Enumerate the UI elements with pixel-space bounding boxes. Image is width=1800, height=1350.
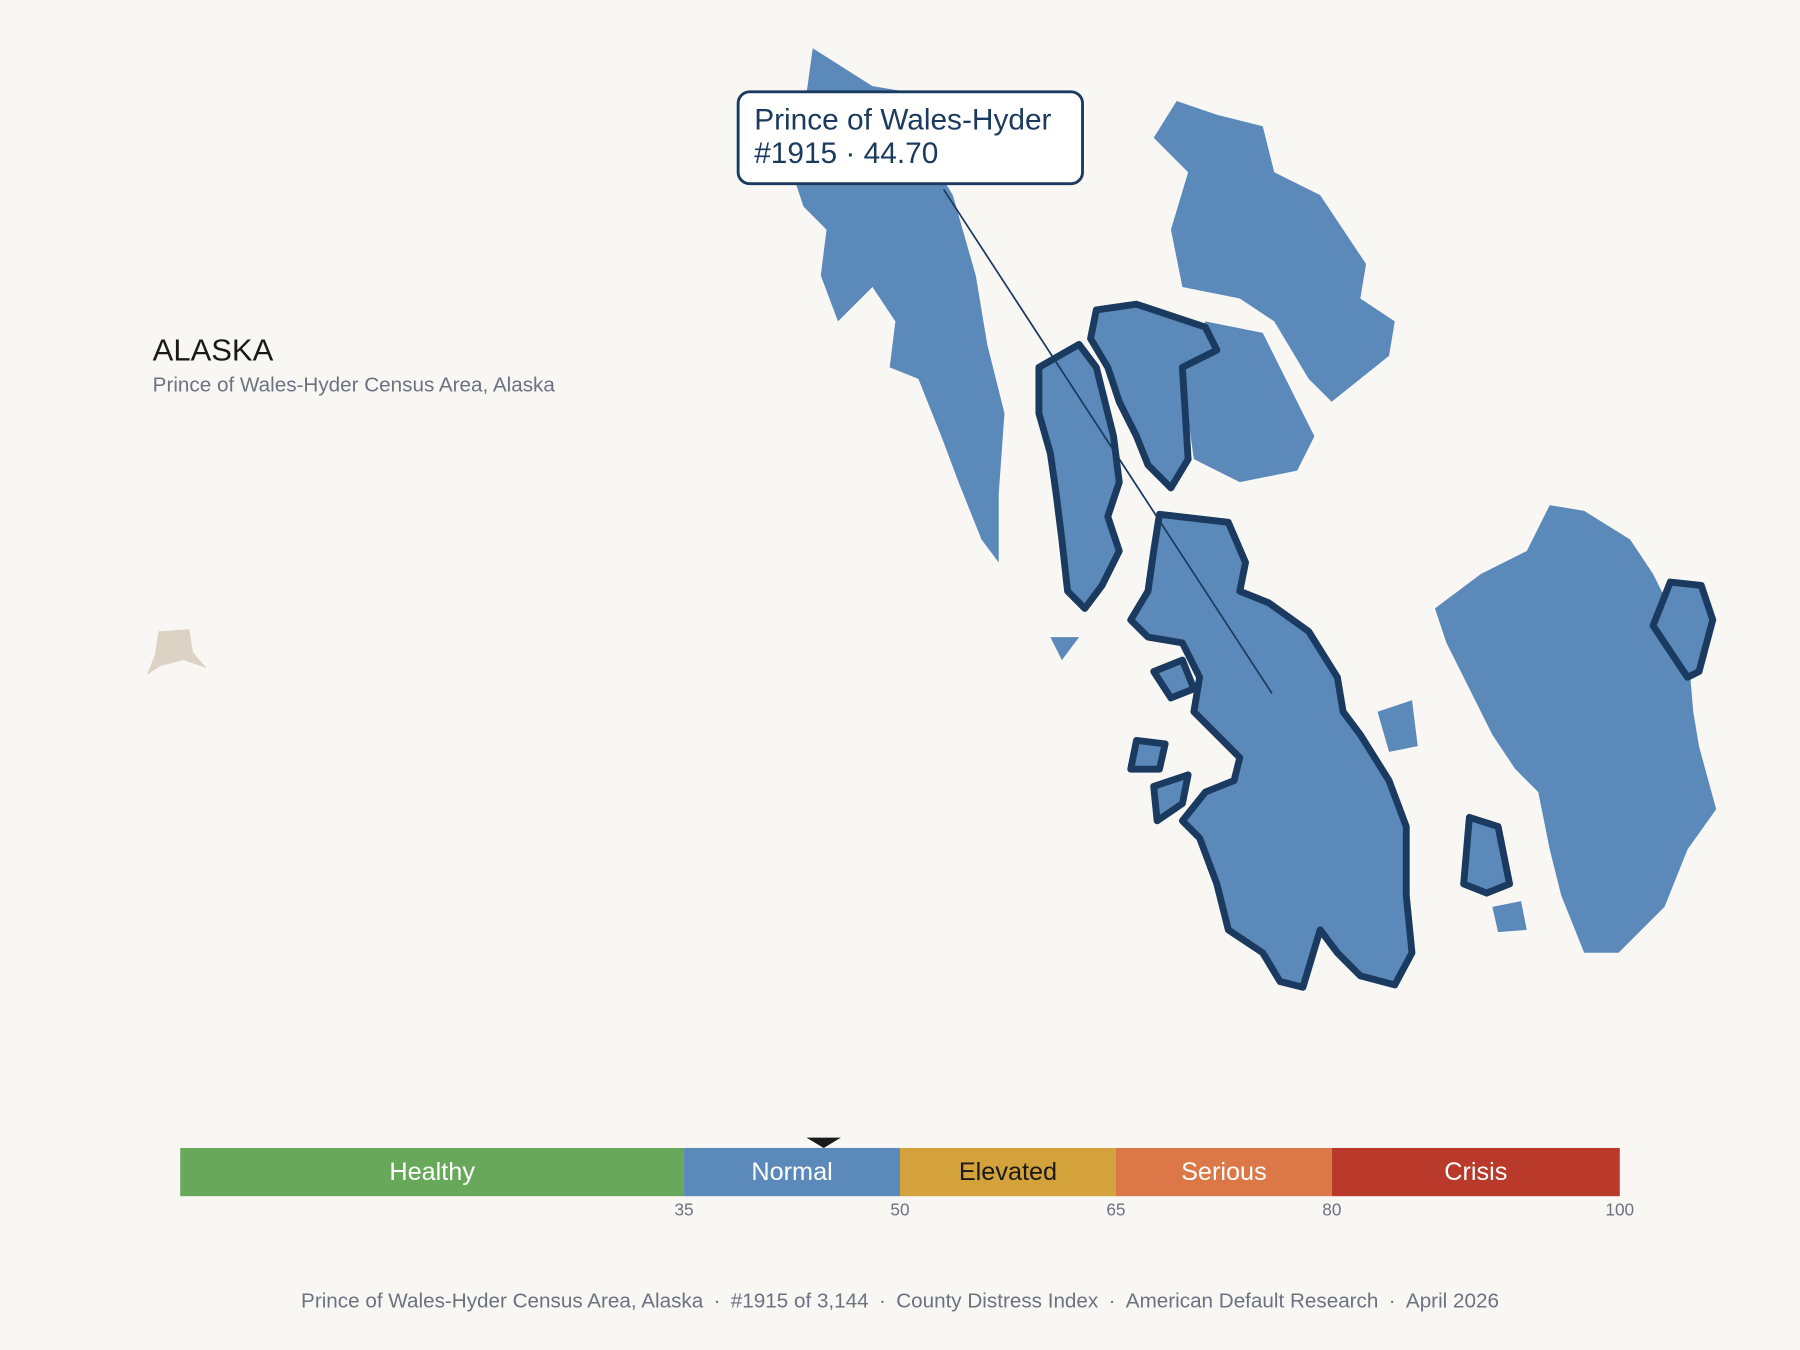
- tooltip-detail: #1915 · 44.70: [754, 137, 938, 170]
- legend-band: [1115, 1147, 1332, 1197]
- legend-band: [900, 1147, 1116, 1197]
- footer-separator: ·: [1109, 1290, 1116, 1313]
- legend-tick-label: 100: [1605, 1200, 1634, 1220]
- footer-separator: ·: [714, 1290, 721, 1313]
- footer-item: County Distress Index: [896, 1290, 1099, 1313]
- footer: Prince of Wales-Hyder Census Area, Alask…: [301, 1290, 1499, 1313]
- selected-county[interactable]: [1127, 510, 1416, 991]
- legend-tick-label: 65: [1106, 1200, 1125, 1220]
- county[interactable]: [1434, 505, 1717, 953]
- legend-band: [1331, 1147, 1620, 1197]
- legend: Healthy Normal Elevated Serious Crisis 35 50 65…: [180, 1137, 1634, 1220]
- selected-county[interactable]: [1150, 656, 1198, 702]
- tooltip-name: Prince of Wales-Hyder: [754, 104, 1051, 137]
- legend-band: [180, 1147, 685, 1197]
- legend-tick-label: 50: [890, 1200, 909, 1220]
- legend-band-label: Elevated: [959, 1158, 1057, 1186]
- county[interactable]: [1492, 901, 1527, 933]
- selected-county[interactable]: [1649, 578, 1717, 681]
- map: [792, 48, 1717, 991]
- selected-county[interactable]: [1087, 300, 1221, 492]
- footer-item: Prince of Wales-Hyder Census Area, Alask…: [301, 1290, 704, 1313]
- subtitle: Prince of Wales-Hyder Census Area, Alask…: [153, 373, 556, 396]
- county[interactable]: [1050, 637, 1080, 661]
- tooltip-box: [736, 90, 1084, 186]
- footer-item: April 2026: [1406, 1290, 1499, 1313]
- selected-county[interactable]: [1127, 736, 1169, 773]
- legend-marker: [806, 1137, 841, 1148]
- legend-band-label: Healthy: [389, 1158, 475, 1186]
- selected-county[interactable]: [1035, 340, 1123, 612]
- selected-county[interactable]: [1460, 813, 1514, 897]
- legend-band: [684, 1147, 900, 1197]
- legend-band-label: Serious: [1181, 1158, 1267, 1186]
- state-title: ALASKA: [153, 332, 274, 367]
- legend-band-label: Normal: [751, 1158, 832, 1186]
- legend-band-label: Crisis: [1444, 1158, 1507, 1186]
- footer-item: American Default Research: [1126, 1290, 1379, 1313]
- county[interactable]: [1182, 321, 1315, 483]
- state-locator: [146, 629, 207, 675]
- leader-line: [942, 188, 1273, 694]
- county[interactable]: [1153, 101, 1395, 402]
- footer-item: #1915 of 3,144: [731, 1290, 869, 1313]
- legend-tick-label: 80: [1322, 1200, 1341, 1220]
- footer-separator: ·: [879, 1290, 886, 1313]
- selected-county[interactable]: [1150, 771, 1192, 825]
- footer-separator: ·: [1389, 1290, 1396, 1313]
- county[interactable]: [1377, 700, 1418, 752]
- legend-tick-label: 35: [674, 1200, 693, 1220]
